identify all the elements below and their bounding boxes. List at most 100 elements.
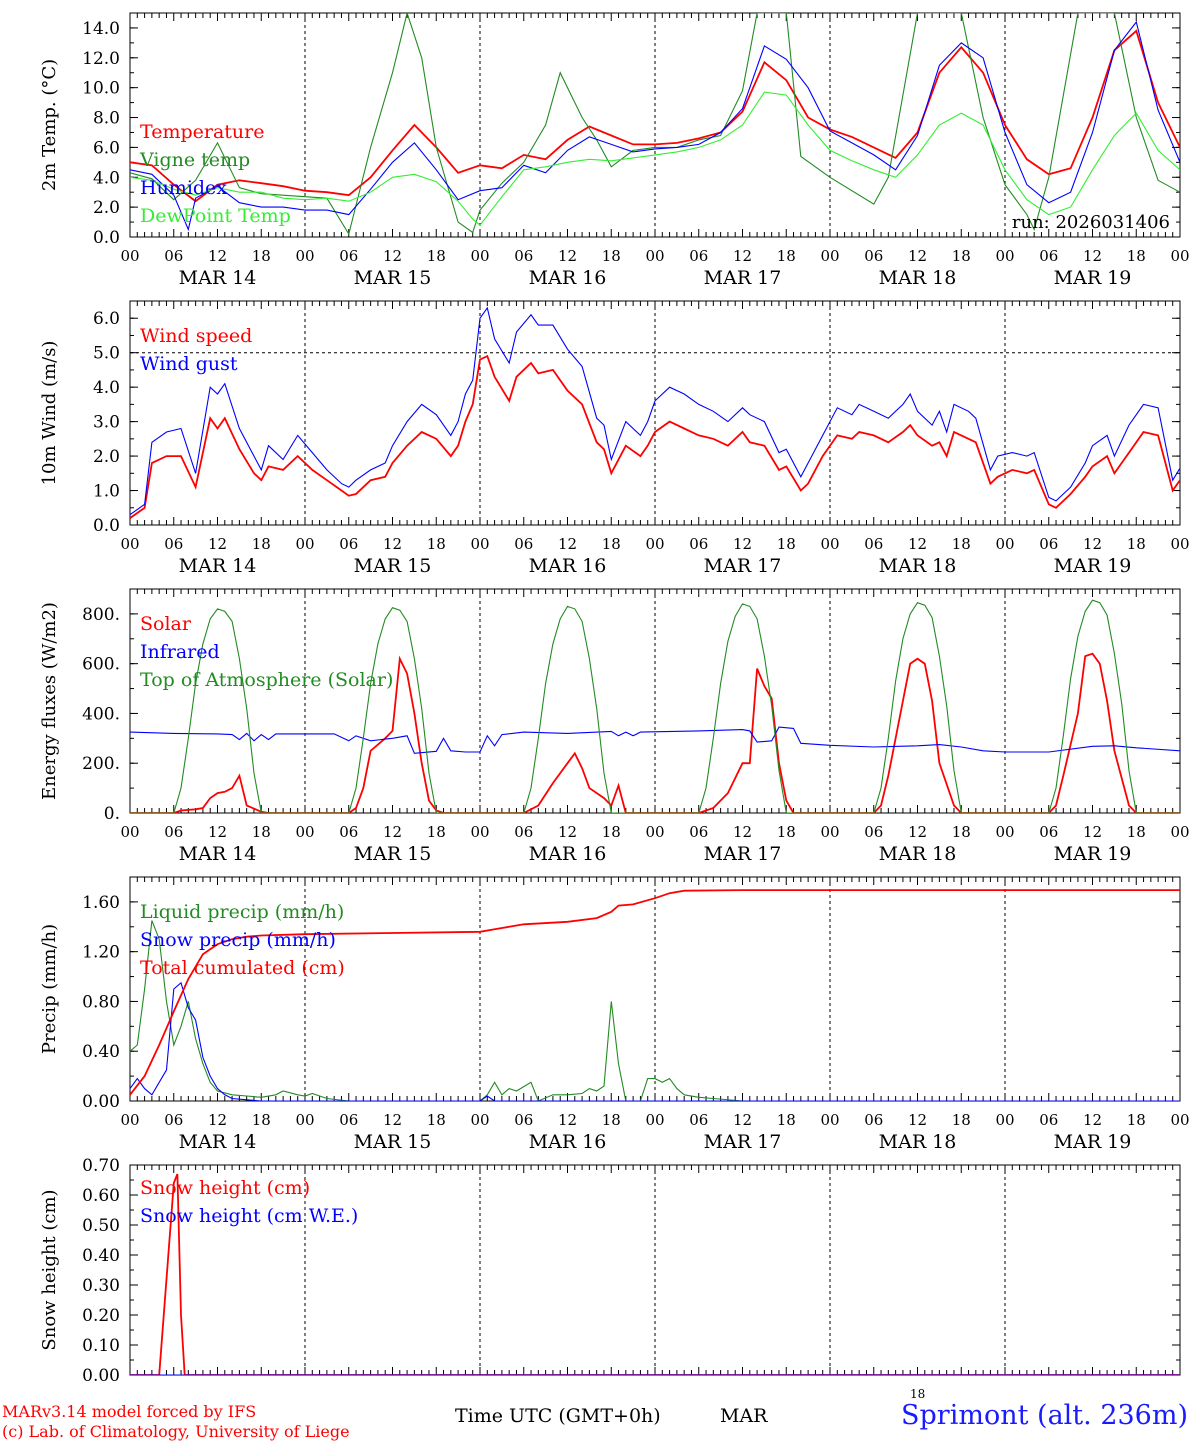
x-tick-label: 06 xyxy=(514,535,533,553)
day-label: MAR 17 xyxy=(704,1131,782,1153)
x-tick-label: 06 xyxy=(689,823,708,841)
x-tick-label: 12 xyxy=(908,247,927,265)
x-tick-label: 06 xyxy=(689,535,708,553)
y-tick-label: 2.0 xyxy=(93,447,120,467)
day-label: MAR 15 xyxy=(354,843,432,865)
x-tick-label: 00 xyxy=(295,247,314,265)
x-tick-label: 18 xyxy=(952,823,971,841)
x-tick-label: 12 xyxy=(1083,1111,1102,1129)
x-tick-label: 18 xyxy=(602,1111,621,1129)
x-tick-label: 00 xyxy=(820,823,839,841)
y-tick-label: 14.0 xyxy=(82,19,120,39)
legend-item: Wind gust xyxy=(140,353,238,375)
y-tick-label: 6.0 xyxy=(93,138,120,158)
series-line-temperature xyxy=(130,29,1180,203)
day-label: MAR 19 xyxy=(1054,555,1132,577)
day-label: MAR 18 xyxy=(879,555,957,577)
series-line-wind-speed xyxy=(130,354,1180,519)
x-tick-label: 06 xyxy=(514,247,533,265)
x-tick-label: 18 xyxy=(952,535,971,553)
x-tick-label: 18 xyxy=(777,535,796,553)
panel-frame xyxy=(129,300,1181,526)
x-tick-label: 00 xyxy=(645,1111,664,1129)
y-tick-label: 0.00 xyxy=(82,1092,120,1112)
day-label: MAR 16 xyxy=(529,1131,607,1153)
y-tick-label: 0.10 xyxy=(82,1336,120,1356)
y-tick-label: 2.0 xyxy=(93,198,120,218)
month-label: MAR xyxy=(720,1405,768,1427)
series-line-vigne-temp xyxy=(130,13,1180,236)
x-tick-label: 18 xyxy=(252,1111,271,1129)
series-line-dewpoint-temp xyxy=(130,91,1180,226)
day-label: MAR 16 xyxy=(529,267,607,289)
legend-item: Snow height (cm W.E.) xyxy=(140,1205,358,1227)
y-tick-label: 0.40 xyxy=(82,1246,120,1266)
day-label: MAR 16 xyxy=(529,843,607,865)
x-tick-label: 00 xyxy=(1170,1111,1189,1129)
x-tick-label: 06 xyxy=(339,535,358,553)
y-tick-label: 400. xyxy=(82,704,120,724)
x-tick-label: 06 xyxy=(1039,247,1058,265)
x-tick-label: 12 xyxy=(1083,823,1102,841)
day-label: MAR 17 xyxy=(704,267,782,289)
x-tick-label: 00 xyxy=(995,823,1014,841)
x-tick-label: 00 xyxy=(470,535,489,553)
legend-item: Infrared xyxy=(140,641,220,663)
x-tick-label: 00 xyxy=(820,535,839,553)
y-tick-label: 0.00 xyxy=(82,1366,120,1386)
x-tick-label: 12 xyxy=(1083,535,1102,553)
day-label: 18 xyxy=(910,1387,926,1401)
x-tick-label: 00 xyxy=(120,823,139,841)
x-tick-label: 06 xyxy=(164,1111,183,1129)
day-label: MAR 16 xyxy=(529,555,607,577)
x-tick-label: 00 xyxy=(470,247,489,265)
legend-item: Temperature xyxy=(140,121,264,143)
day-label: MAR 18 xyxy=(879,1131,957,1153)
x-tick-label: 12 xyxy=(908,823,927,841)
legend-item: Top of Atmosphere (Solar) xyxy=(140,669,393,691)
series-line-snow-height-cm- xyxy=(130,1173,1180,1375)
legend-item: Wind speed xyxy=(140,325,252,347)
legend-item: DewPoint Temp xyxy=(140,205,291,227)
x-tick-label: 12 xyxy=(733,247,752,265)
y-tick-label: 1.0 xyxy=(93,482,120,502)
y-tick-label: 4.0 xyxy=(93,378,120,398)
x-tick-label: 18 xyxy=(777,247,796,265)
legend-item: Vigne temp xyxy=(139,149,250,171)
x-tick-label: 18 xyxy=(427,1111,446,1129)
y-tick-label: 8.0 xyxy=(93,109,120,129)
footer-model: MARv3.14 model forced by IFS xyxy=(2,1402,257,1421)
station-title: Sprimont (alt. 236m) xyxy=(901,1400,1188,1431)
y-tick-label: 6.0 xyxy=(93,309,120,329)
y-tick-label: 0.60 xyxy=(82,1186,120,1206)
day-label: MAR 18 xyxy=(879,843,957,865)
x-tick-label: 00 xyxy=(295,1111,314,1129)
x-tick-label: 18 xyxy=(427,823,446,841)
series-line-total-cumulated-cm- xyxy=(130,889,1180,1096)
x-tick-label: 18 xyxy=(602,247,621,265)
day-label: MAR 19 xyxy=(1054,1131,1132,1153)
x-tick-label: 12 xyxy=(208,823,227,841)
y-tick-label: 1.60 xyxy=(82,893,120,913)
day-label: MAR 19 xyxy=(1054,843,1132,865)
x-tick-label: 06 xyxy=(864,535,883,553)
x-tick-label: 06 xyxy=(864,823,883,841)
day-label: MAR 14 xyxy=(179,555,257,577)
x-tick-label: 00 xyxy=(1170,535,1189,553)
y-tick-label: 0.0 xyxy=(93,228,120,248)
x-tick-label: 12 xyxy=(733,1111,752,1129)
x-tick-label: 12 xyxy=(908,535,927,553)
x-tick-label: 12 xyxy=(1083,247,1102,265)
x-tick-label: 00 xyxy=(120,535,139,553)
y-tick-label: 0.80 xyxy=(82,992,120,1012)
x-tick-label: 06 xyxy=(164,535,183,553)
x-tick-label: 06 xyxy=(164,823,183,841)
x-tick-label: 18 xyxy=(427,535,446,553)
y-tick-label: 4.0 xyxy=(93,168,120,188)
x-tick-label: 06 xyxy=(164,247,183,265)
day-label: MAR 14 xyxy=(179,843,257,865)
y-tick-label: 0.70 xyxy=(82,1156,120,1176)
y-tick-label: 0.20 xyxy=(82,1306,120,1326)
x-tick-label: 06 xyxy=(514,1111,533,1129)
x-tick-label: 06 xyxy=(1039,535,1058,553)
